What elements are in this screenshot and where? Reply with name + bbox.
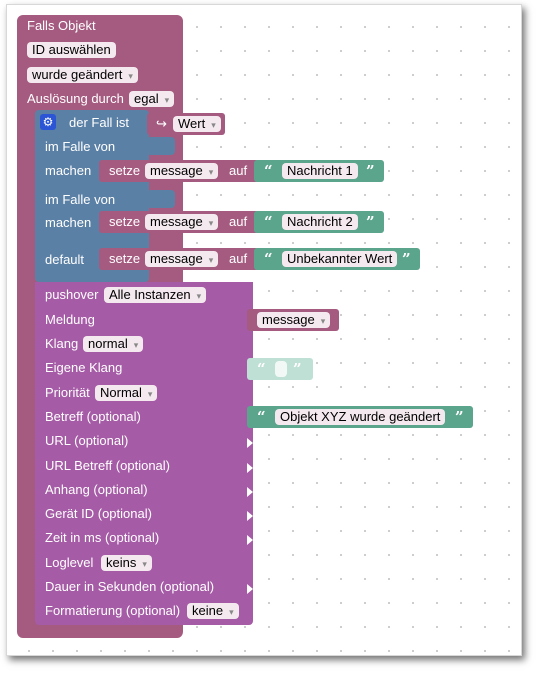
switch-block[interactable]: ⚙ der Fall ist im Falle von 1 machen im … <box>35 110 172 282</box>
setter-block-3[interactable]: setze message auf <box>99 248 259 270</box>
machen1-label: machen <box>45 163 92 178</box>
betreff-text-value[interactable]: Objekt XYZ wurde geändert <box>275 409 446 425</box>
machen2-label: machen <box>45 215 92 230</box>
input-socket-url <box>247 438 253 448</box>
setter-block-1[interactable]: setze message auf <box>99 160 259 182</box>
close-quote-icon: ” <box>455 408 464 426</box>
text-block-2[interactable]: “ Nachricht 2 ” <box>254 211 384 233</box>
setze-label: setze <box>109 163 141 178</box>
case2-number-block[interactable] <box>147 190 175 208</box>
row-klang: Klang <box>45 336 79 351</box>
text-value[interactable]: Unbekannter Wert <box>282 251 398 267</box>
setter-var-dropdown[interactable]: message <box>145 163 219 179</box>
row-betreff: Betreff (optional) <box>45 409 141 424</box>
open-quote-icon: “ <box>264 162 273 180</box>
open-quote-icon: “ <box>264 250 273 268</box>
row-zeit: Zeit in ms (optional) <box>45 530 160 545</box>
text-block-1[interactable]: “ Nachricht 1 ” <box>254 160 384 182</box>
setter-block-2[interactable]: setze message auf <box>99 211 259 233</box>
close-quote-icon: ” <box>293 360 302 378</box>
formatierung-dropdown[interactable]: keine <box>187 603 239 619</box>
switch-label: der Fall ist <box>69 115 129 130</box>
setter-var-dropdown[interactable]: message <box>145 251 219 267</box>
open-quote-icon: “ <box>257 360 266 378</box>
text-block-3[interactable]: “ Unbekannter Wert ” <box>254 248 420 270</box>
instance-dropdown[interactable]: Alle Instanzen <box>104 287 207 303</box>
pushover-label: pushover <box>45 287 99 302</box>
open-quote-icon: “ <box>264 213 273 231</box>
close-quote-icon: ” <box>402 250 411 268</box>
meldung-variable-block[interactable]: message <box>247 309 339 331</box>
input-socket-gerat <box>247 511 253 521</box>
row-url-betreff: URL Betreff (optional) <box>45 458 171 473</box>
row-anhang: Anhang (optional) <box>45 482 148 497</box>
case1-label: im Falle von <box>45 139 116 154</box>
auf-label: auf <box>229 163 248 178</box>
close-quote-icon: ” <box>366 162 375 180</box>
default-label: default <box>45 252 85 267</box>
empty-text-field[interactable] <box>275 361 287 377</box>
pushover-block[interactable]: pushover Alle Instanzen Meldung Klang no… <box>35 282 253 625</box>
row-dauer: Dauer in Sekunden (optional) <box>45 579 215 594</box>
auslosung-label: Auslösung durch <box>27 91 124 106</box>
meldung-var-dropdown[interactable]: message <box>257 312 331 328</box>
event-title: Falls Objekt <box>27 18 96 33</box>
betreff-text-block[interactable]: “ Objekt XYZ wurde geändert ” <box>247 406 473 428</box>
setze-label: setze <box>109 214 141 229</box>
input-socket-anhang <box>247 487 253 497</box>
case1-number-block[interactable] <box>147 137 175 155</box>
wert-variable-block[interactable]: ↪ Wert <box>147 113 225 135</box>
wert-dropdown[interactable]: Wert <box>173 116 221 132</box>
close-quote-icon: ” <box>366 213 375 231</box>
setze-label: setze <box>109 251 141 266</box>
loglevel-dropdown[interactable]: keins <box>101 555 152 571</box>
input-socket-zeit <box>247 535 253 545</box>
klang-dropdown[interactable]: normal <box>83 336 144 352</box>
input-socket-dauer <box>247 584 253 594</box>
workspace[interactable]: Falls Objekt ID auswählen wurde geändert… <box>6 4 522 656</box>
input-socket-url-betreff <box>247 463 253 473</box>
setter-var-dropdown[interactable]: message <box>145 214 219 230</box>
row-meldung: Meldung <box>45 312 95 327</box>
auf-label: auf <box>229 251 248 266</box>
open-quote-icon: “ <box>257 408 266 426</box>
prioritat-dropdown[interactable]: Normal <box>95 385 158 401</box>
arrow-icon: ↪ <box>156 116 167 131</box>
eigene-klang-text-block[interactable]: “ ” <box>247 358 313 380</box>
row-url: URL (optional) <box>45 433 129 448</box>
trigger-dropdown[interactable]: wurde geändert <box>27 67 138 83</box>
gear-icon[interactable]: ⚙ <box>40 114 56 130</box>
row-eigene-klang: Eigene Klang <box>45 360 123 375</box>
text-value[interactable]: Nachricht 2 <box>282 214 358 230</box>
auf-label: auf <box>229 214 248 229</box>
auslosung-dropdown[interactable]: egal <box>129 91 175 107</box>
text-value[interactable]: Nachricht 1 <box>282 163 358 179</box>
row-prioritat: Priorität <box>45 385 90 400</box>
select-id-button[interactable]: ID auswählen <box>27 42 116 58</box>
row-gerat-id: Gerät ID (optional) <box>45 506 152 521</box>
row-formatierung: Formatierung (optional) <box>45 603 181 618</box>
case2-label: im Falle von <box>45 192 116 207</box>
row-loglevel: Loglevel <box>45 555 94 570</box>
